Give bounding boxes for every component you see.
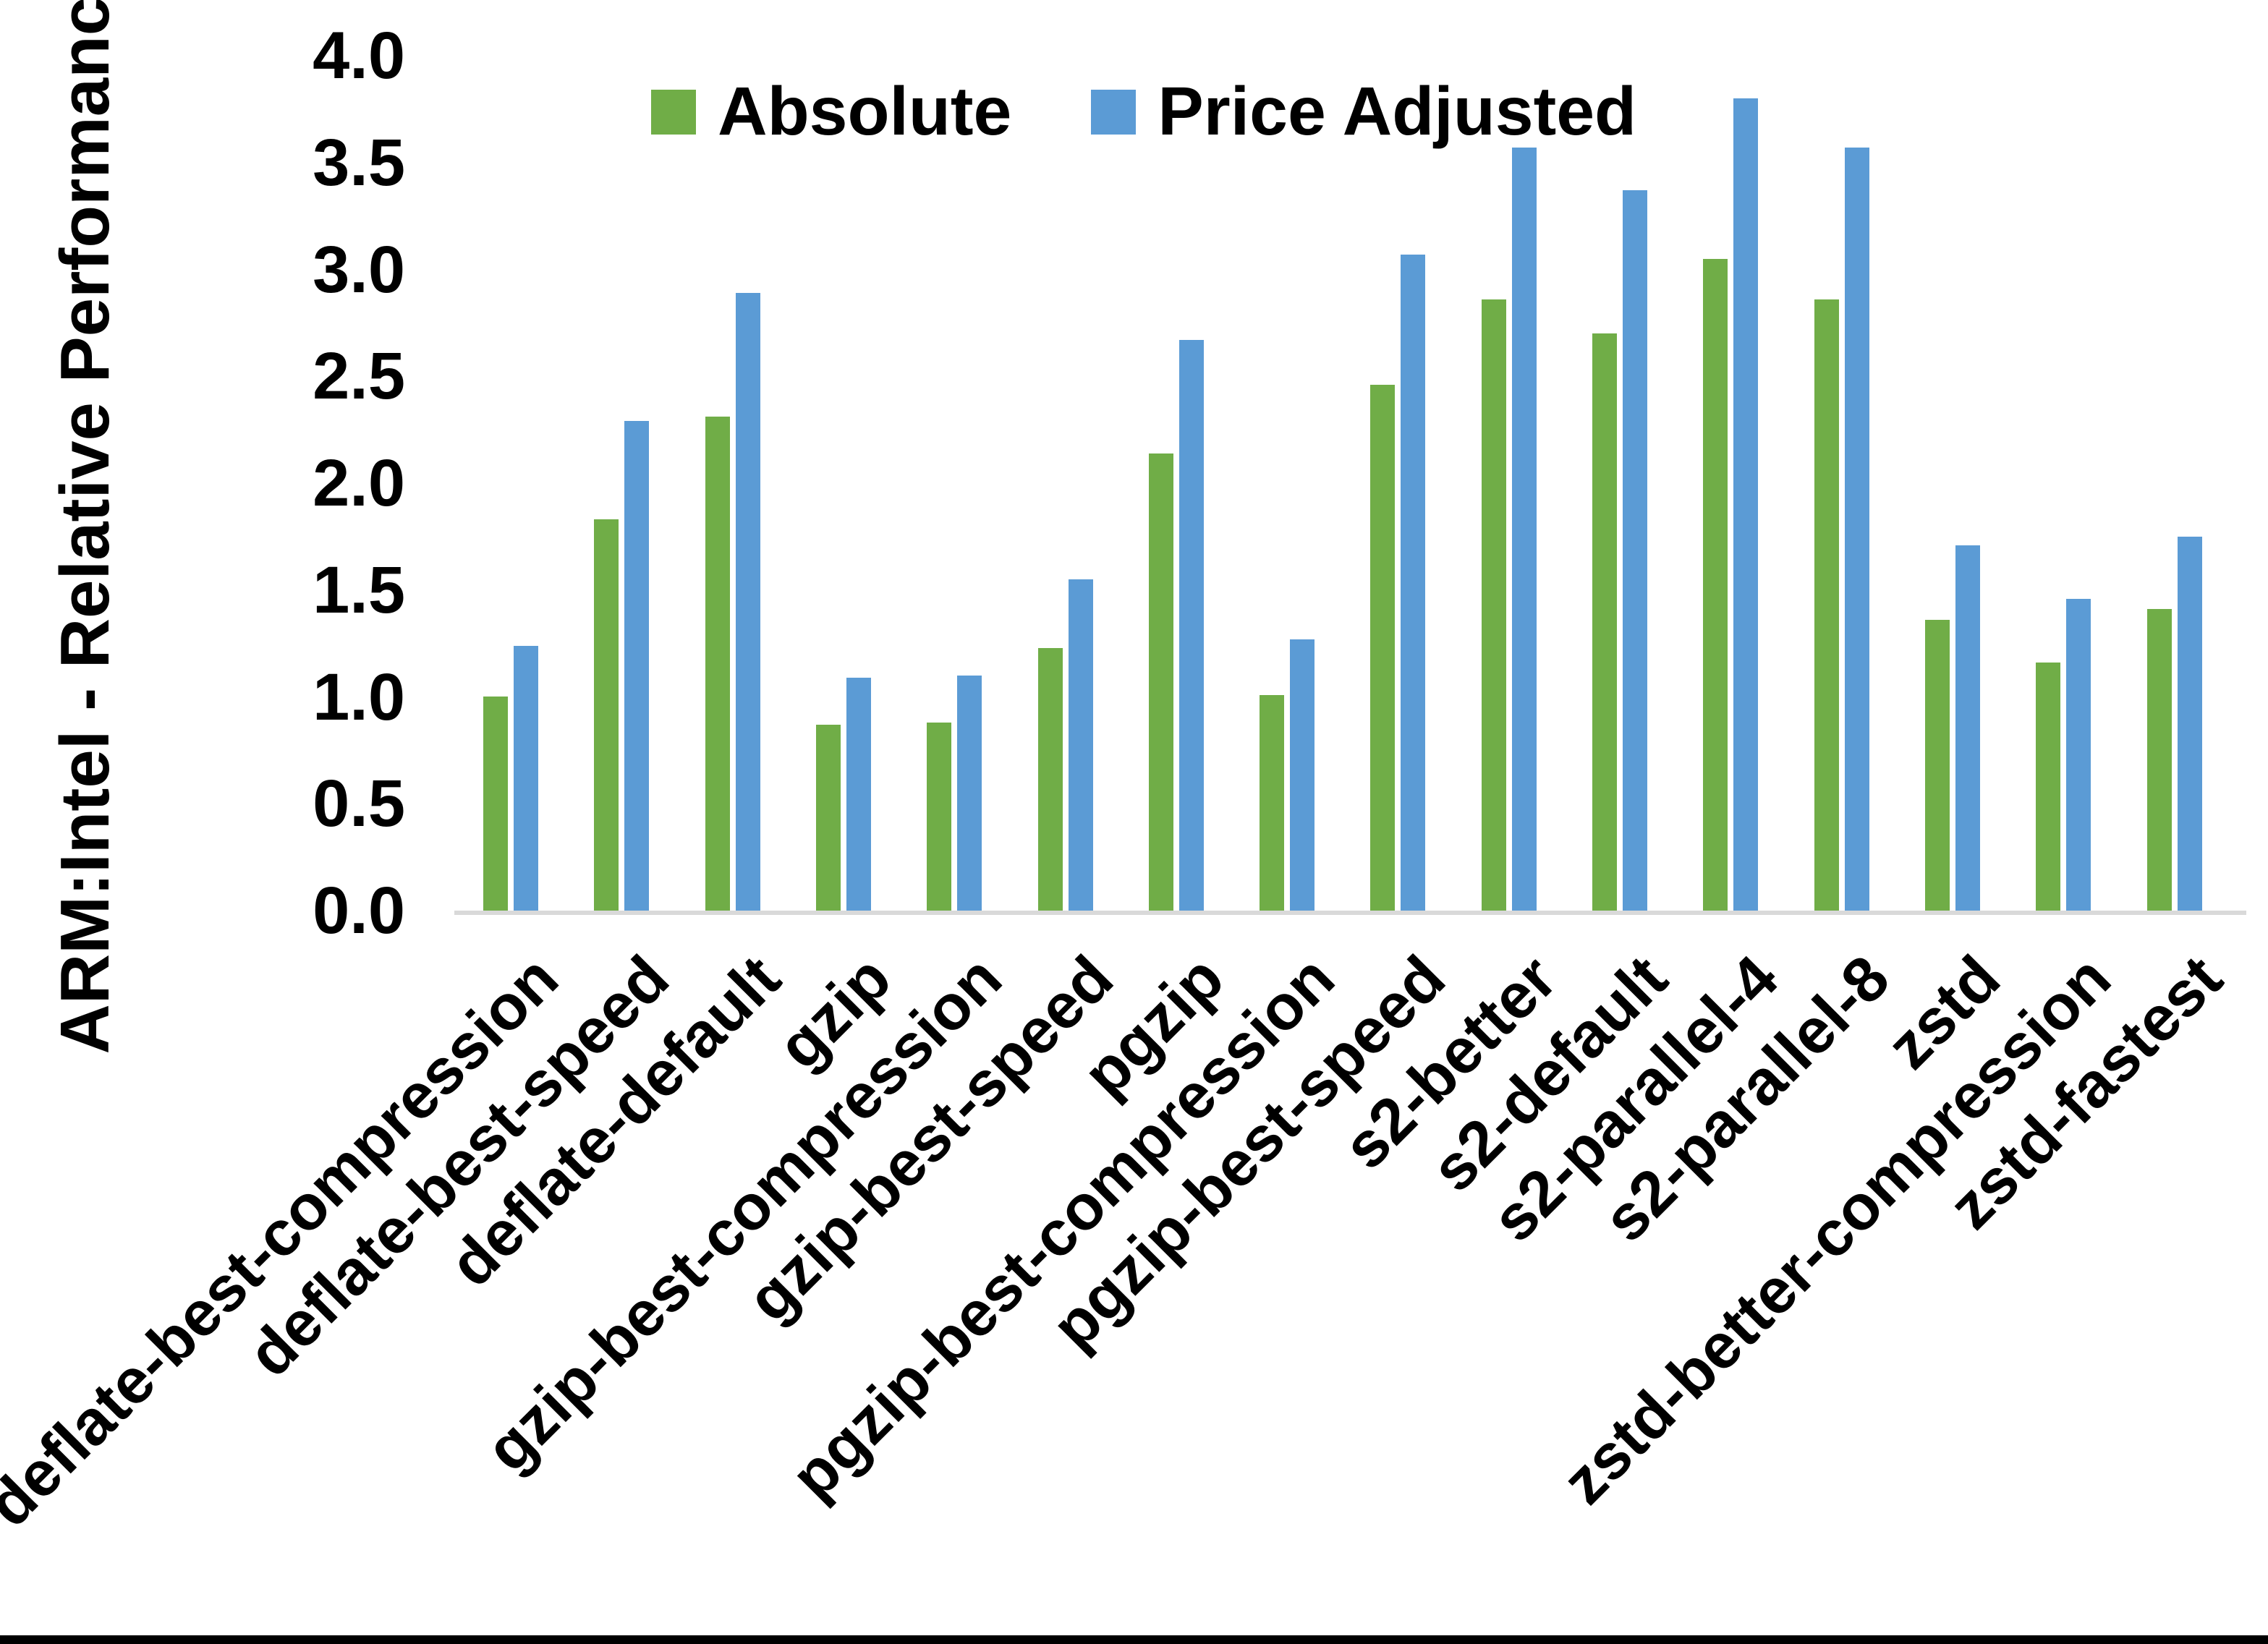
bottom-border-bar	[0, 1635, 2268, 1644]
bar-price-adjusted-gzip	[846, 678, 871, 911]
y-tick-label: 1.0	[313, 660, 405, 734]
bar-price-adjusted-s2-parallel-8	[1845, 148, 1869, 911]
bar-price-adjusted-deflate-best-speed	[624, 421, 649, 911]
bar-price-adjusted-zstd-better-compression	[2066, 599, 2091, 911]
bar-price-adjusted-gzip-best-speed	[1069, 579, 1093, 911]
bar-price-adjusted-zstd	[1955, 545, 1980, 911]
bar-absolute-zstd-fastest	[2147, 609, 2172, 911]
bar-absolute-s2-better	[1482, 299, 1506, 911]
bar-price-adjusted-s2-default	[1623, 190, 1647, 911]
bar-absolute-s2-parallel-4	[1703, 259, 1728, 911]
legend: Absolute Price Adjusted	[651, 72, 1636, 151]
bar-absolute-pgzip-best-compression	[1260, 695, 1284, 911]
bar-absolute-zstd	[1925, 620, 1950, 911]
legend-swatch-absolute	[651, 89, 696, 135]
bar-price-adjusted-pgzip-best-speed	[1401, 255, 1425, 911]
legend-swatch-price-adjusted	[1091, 89, 1137, 135]
y-tick-label: 1.5	[313, 553, 405, 627]
bar-price-adjusted-s2-parallel-4	[1733, 98, 1758, 911]
bar-absolute-gzip-best-compression	[927, 723, 951, 911]
y-tick-label: 3.0	[313, 232, 405, 307]
bar-absolute-gzip-best-speed	[1038, 648, 1063, 911]
bar-price-adjusted-pgzip-best-compression	[1290, 639, 1314, 911]
bar-absolute-pgzip-best-speed	[1370, 385, 1395, 911]
bar-price-adjusted-gzip-best-compression	[957, 676, 982, 911]
bar-absolute-pgzip	[1149, 453, 1173, 911]
legend-label-price-adjusted: Price Adjusted	[1158, 73, 1637, 150]
y-tick-label: 0.0	[313, 874, 405, 947]
bar-absolute-deflate-best-speed	[594, 519, 619, 911]
bar-absolute-s2-parallel-8	[1814, 299, 1839, 911]
bar-price-adjusted-s2-better	[1512, 148, 1537, 911]
x-axis-line	[454, 911, 2246, 915]
y-tick-label: 3.5	[313, 125, 405, 200]
legend-label-absolute: Absolute	[718, 73, 1012, 150]
bar-price-adjusted-deflate-best-compression	[514, 646, 538, 911]
y-tick-label: 2.0	[313, 446, 405, 520]
legend-item-absolute: Absolute	[651, 72, 1011, 151]
bar-price-adjusted-pgzip	[1179, 340, 1204, 911]
bar-absolute-gzip	[816, 725, 841, 911]
legend-item-price-adjusted: Price Adjusted	[1091, 72, 1636, 151]
bar-absolute-zstd-better-compression	[2036, 663, 2060, 911]
y-tick-label: 4.0	[313, 19, 405, 93]
bar-price-adjusted-zstd-fastest	[2178, 537, 2202, 911]
bar-price-adjusted-deflate-default	[736, 293, 760, 911]
y-tick-label: 2.5	[313, 339, 405, 414]
y-tick-label: 0.5	[313, 767, 405, 841]
bar-absolute-s2-default	[1592, 333, 1617, 911]
bar-absolute-deflate-default	[705, 417, 730, 911]
plot-area	[456, 56, 2243, 911]
bar-absolute-deflate-best-compression	[483, 697, 508, 911]
